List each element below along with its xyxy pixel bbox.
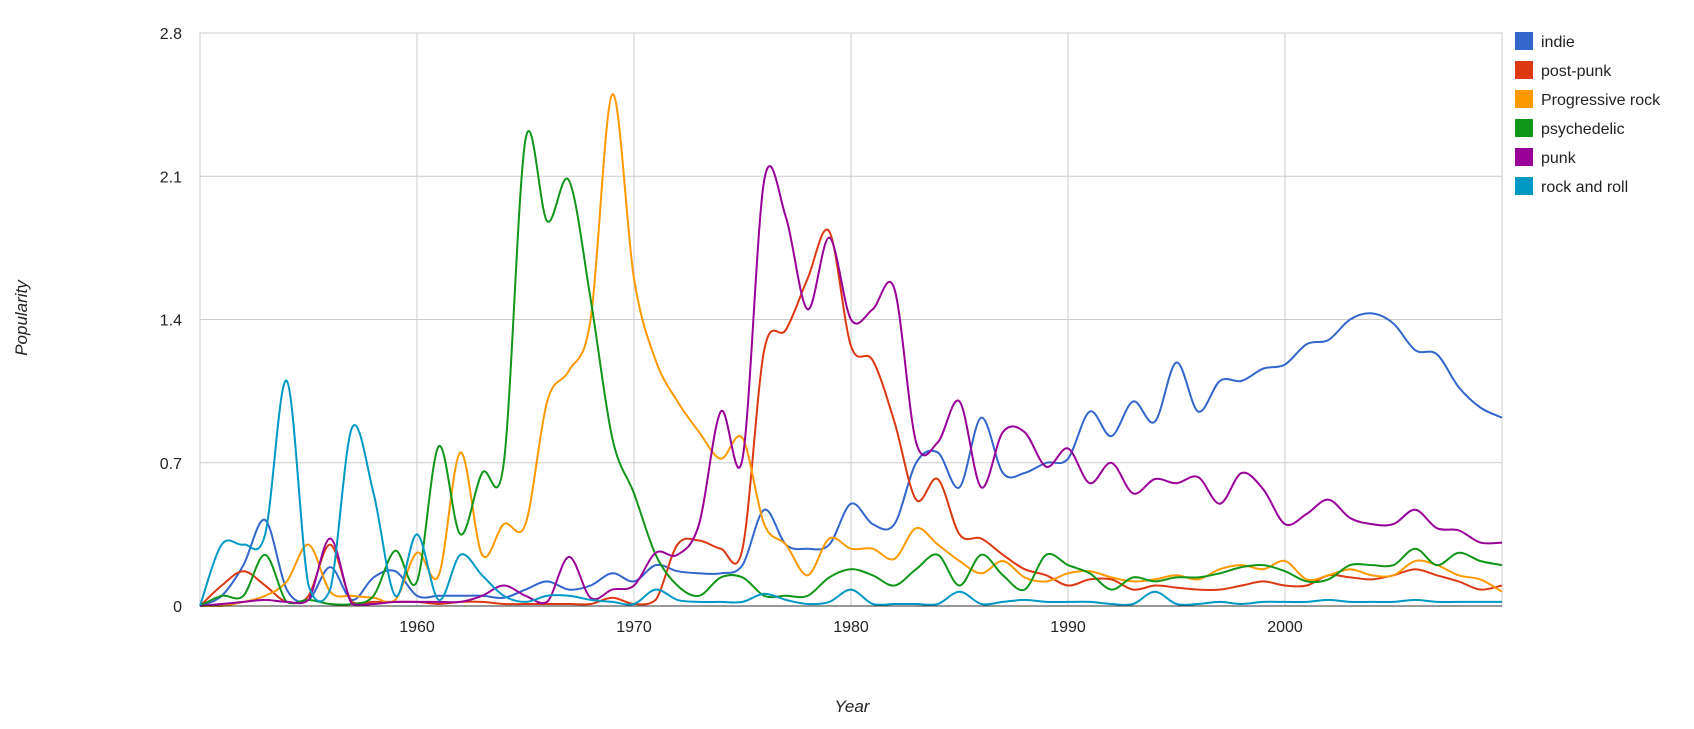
- legend-label: rock and roll: [1541, 179, 1628, 196]
- series-line-psychedelic: [199, 129, 1503, 607]
- chart-legend: indie post-punk Progressive rock psychedeli…: [1515, 32, 1661, 196]
- legend-label: punk: [1541, 150, 1577, 167]
- y-tick-label: 2.1: [160, 169, 182, 186]
- legend-label: indie: [1541, 34, 1575, 51]
- x-tick-label: 2000: [1267, 619, 1303, 636]
- legend-swatch: [1515, 61, 1533, 79]
- legend-item-post-punk[interactable]: post-punk: [1515, 61, 1612, 80]
- y-tick-label: 0.7: [160, 456, 182, 473]
- series-line-indie: [199, 312, 1503, 607]
- chart-axes: 0 0.7 1.4 2.1 2.8 1960 1970 1980 1990 2000: [160, 26, 1502, 636]
- legend-item-rock-and-roll[interactable]: rock and roll: [1515, 177, 1628, 196]
- legend-swatch: [1515, 90, 1533, 108]
- y-axis-title: Popularity: [12, 279, 31, 356]
- y-tick-label: 2.8: [160, 26, 182, 43]
- legend-swatch: [1515, 32, 1533, 50]
- legend-item-punk[interactable]: punk: [1515, 148, 1577, 167]
- legend-label: psychedelic: [1541, 121, 1625, 138]
- x-tick-label: 1980: [833, 619, 869, 636]
- legend-swatch: [1515, 177, 1533, 195]
- x-tick-label: 1960: [399, 619, 435, 636]
- y-tick-label: 0: [173, 599, 182, 616]
- y-tick-label: 1.4: [160, 313, 182, 330]
- x-tick-label: 1970: [616, 619, 652, 636]
- legend-item-progressive-rock[interactable]: Progressive rock: [1515, 90, 1661, 109]
- series-line-punk: [199, 165, 1503, 607]
- legend-swatch: [1515, 148, 1533, 166]
- legend-item-indie[interactable]: indie: [1515, 32, 1575, 51]
- chart-series-lines: [199, 93, 1503, 607]
- legend-item-psychedelic[interactable]: psychedelic: [1515, 119, 1625, 138]
- x-tick-label: 1990: [1050, 619, 1086, 636]
- legend-label: Progressive rock: [1541, 92, 1661, 109]
- series-line-rock-and-roll: [199, 379, 1502, 607]
- legend-swatch: [1515, 119, 1533, 137]
- x-axis-title: Year: [835, 697, 871, 716]
- legend-label: post-punk: [1541, 63, 1612, 80]
